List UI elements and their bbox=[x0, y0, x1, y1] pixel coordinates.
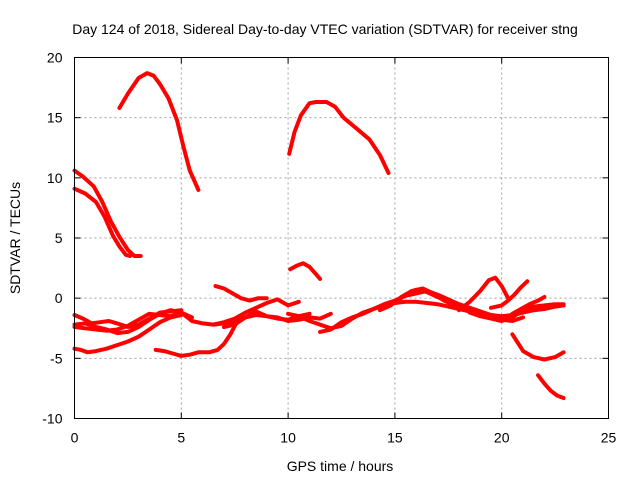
series-line-arc-late-low-a bbox=[510, 332, 566, 362]
plot-frame bbox=[74, 57, 609, 419]
x-tick-label: 5 bbox=[177, 430, 185, 446]
series-line-arc-late-rise-a bbox=[467, 302, 566, 323]
series-line-arc-mid-high bbox=[287, 100, 391, 175]
series-line-arc-mid-base-b bbox=[318, 288, 526, 334]
x-tick-label: 0 bbox=[71, 430, 79, 446]
series-line-arc-late-low-b bbox=[536, 373, 566, 400]
series-line-arc-late-rise-c bbox=[510, 295, 547, 316]
x-axis-label: GPS time / hours bbox=[287, 458, 394, 474]
series-line-arc-low-start bbox=[72, 313, 184, 355]
y-tick-label: -5 bbox=[50, 350, 63, 366]
grid bbox=[74, 57, 609, 419]
y-tick-label: 15 bbox=[47, 110, 63, 126]
series-line-arc-start-b bbox=[72, 186, 132, 258]
chart-title: Day 124 of 2018, Sidereal Day-to-day VTE… bbox=[72, 21, 578, 37]
y-axis-label: SDTVAR / TECUs bbox=[7, 182, 23, 294]
series-line-arc-start-a bbox=[72, 168, 143, 258]
x-tick-label: 20 bbox=[494, 430, 510, 446]
data-series bbox=[72, 71, 566, 400]
series-line-arc-low-mid bbox=[153, 320, 239, 358]
y-tick-label: -10 bbox=[42, 411, 62, 427]
y-tick-label: 5 bbox=[55, 230, 63, 246]
series-line-arc-small-mid bbox=[288, 261, 323, 281]
x-tick-label: 15 bbox=[387, 430, 403, 446]
series-line-arc-climb-b bbox=[213, 284, 269, 303]
y-tick-label: 20 bbox=[47, 50, 63, 66]
series-line-arc-late-rise-b bbox=[489, 279, 530, 310]
series-line-arc-climb-c bbox=[222, 309, 333, 329]
series-line-arc-hump-b bbox=[392, 287, 472, 311]
series-line-arc-climb-a bbox=[211, 297, 301, 327]
x-tick-label: 10 bbox=[280, 430, 296, 446]
series-line-arc-peak-19 bbox=[457, 275, 511, 313]
y-tick-label: 0 bbox=[55, 290, 63, 306]
x-tick-label: 25 bbox=[601, 430, 617, 446]
series-line-arc-early-high bbox=[117, 71, 201, 192]
y-tick-label: 10 bbox=[47, 170, 63, 186]
series-line-arc-base-c bbox=[72, 308, 194, 336]
